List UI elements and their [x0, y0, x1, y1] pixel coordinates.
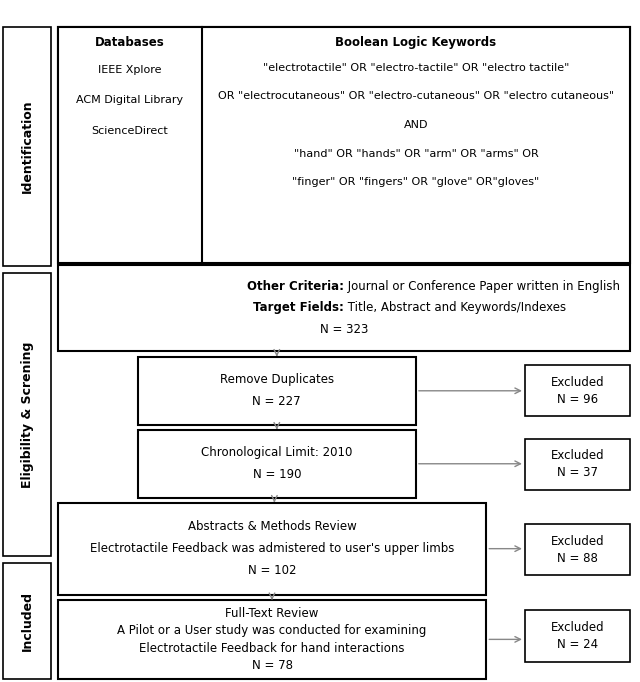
Text: Remove Duplicates: Remove Duplicates [220, 373, 334, 387]
Text: N = 88: N = 88 [557, 552, 598, 565]
Text: A Pilot or a User study was conducted for examining: A Pilot or a User study was conducted fo… [117, 624, 427, 637]
Text: Excluded: Excluded [551, 535, 604, 548]
Text: N = 190: N = 190 [253, 468, 301, 481]
Bar [525, 439, 630, 490]
Text: Target Fields:: Target Fields: [253, 301, 344, 314]
Bar [58, 27, 630, 263]
Bar [525, 365, 630, 416]
Text: Excluded: Excluded [551, 376, 604, 389]
Text: Included: Included [20, 591, 34, 651]
Text: Electrotactile Feedback was admistered to user's upper limbs: Electrotactile Feedback was admistered t… [90, 542, 454, 555]
Text: OR "electrocutaneous" OR "electro-cutaneous" OR "electro cutaneous": OR "electrocutaneous" OR "electro-cutane… [218, 91, 614, 102]
Bar [138, 430, 416, 498]
Text: N = 323: N = 323 [320, 323, 368, 336]
Text: Full-Text Review: Full-Text Review [225, 607, 319, 620]
Text: Title, Abstract and Keywords/Indexes: Title, Abstract and Keywords/Indexes [344, 301, 566, 314]
Text: N = 102: N = 102 [248, 564, 296, 577]
Text: N = 37: N = 37 [557, 466, 598, 479]
Bar [525, 524, 630, 575]
Bar [58, 265, 630, 351]
Text: "finger" OR "fingers" OR "glove" OR"gloves": "finger" OR "fingers" OR "glove" OR"glov… [292, 177, 540, 188]
Text: Electrotactile Feedback for hand interactions: Electrotactile Feedback for hand interac… [140, 642, 404, 655]
Text: Chronological Limit: 2010: Chronological Limit: 2010 [201, 446, 353, 460]
Bar [3, 273, 51, 556]
Text: N = 24: N = 24 [557, 638, 598, 651]
Text: N = 96: N = 96 [557, 393, 598, 406]
Bar [3, 27, 51, 266]
Text: N = 227: N = 227 [253, 395, 301, 409]
Bar [58, 600, 486, 679]
Text: Journal or Conference Paper written in English: Journal or Conference Paper written in E… [344, 280, 620, 293]
Text: AND: AND [404, 120, 428, 130]
Text: Excluded: Excluded [551, 449, 604, 462]
Text: Abstracts & Methods Review: Abstracts & Methods Review [188, 520, 356, 533]
Text: IEEE Xplore: IEEE Xplore [98, 65, 161, 75]
Text: Identification: Identification [20, 100, 34, 194]
Text: Databases: Databases [95, 36, 164, 49]
Bar [58, 27, 630, 263]
Text: "hand" OR "hands" OR "arm" OR "arms" OR: "hand" OR "hands" OR "arm" OR "arms" OR [294, 149, 538, 159]
Bar [58, 503, 486, 595]
Bar [3, 563, 51, 679]
Text: Boolean Logic Keywords: Boolean Logic Keywords [335, 36, 497, 49]
Text: N = 78: N = 78 [252, 659, 292, 672]
Text: ACM Digital Library: ACM Digital Library [76, 95, 183, 106]
Text: Excluded: Excluded [551, 621, 604, 634]
Text: ScienceDirect: ScienceDirect [92, 126, 168, 136]
Text: Eligibility & Screning: Eligibility & Screning [20, 341, 34, 488]
Bar [138, 357, 416, 425]
Bar [525, 610, 630, 662]
Text: Other Criteria:: Other Criteria: [247, 280, 344, 293]
Text: "electrotactile" OR "electro-tactile" OR "electro tactile": "electrotactile" OR "electro-tactile" OR… [263, 63, 569, 73]
